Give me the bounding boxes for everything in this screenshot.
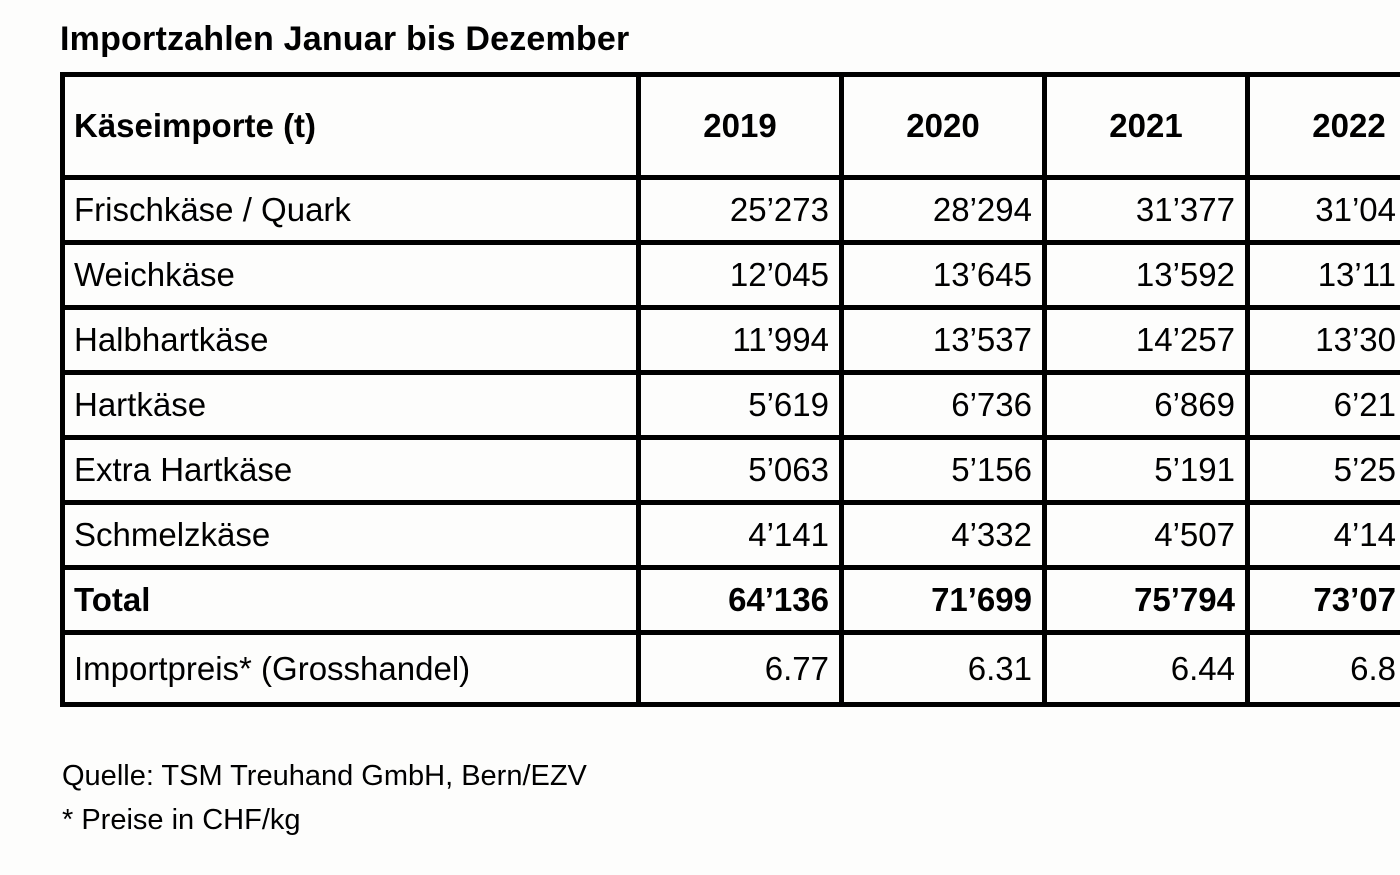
- cell-value: 4’141: [636, 500, 844, 570]
- table-header-row: Käseimporte (t) 2019 2020 2021 2022: [60, 72, 1400, 180]
- cell-value: 6’736: [839, 370, 1047, 440]
- column-header-2022: 2022: [1245, 72, 1400, 180]
- row-label: Extra Hartkäse: [60, 435, 641, 505]
- page-title: Importzahlen Januar bis Dezember: [60, 20, 630, 58]
- table-row-frischkaese: Frischkäse / Quark 25’273 28’294 31’377 …: [60, 175, 1400, 245]
- cell-value-total: 75’794: [1042, 565, 1250, 635]
- table-row-hartkaese: Hartkäse 5’619 6’736 6’869 6’21: [60, 370, 1400, 440]
- cell-value-clipped: 6.8: [1245, 630, 1400, 707]
- column-header-2019: 2019: [636, 72, 844, 180]
- cell-value-total: 64’136: [636, 565, 844, 635]
- cell-value: 25’273: [636, 175, 844, 245]
- table-row-total: Total 64’136 71’699 75’794 73’07: [60, 565, 1400, 635]
- cell-value-total-clipped: 73’07: [1245, 565, 1400, 635]
- cell-value: 31’377: [1042, 175, 1250, 245]
- source-note: Quelle: TSM Treuhand GmbH, Bern/EZV: [62, 760, 587, 792]
- cell-value: 4’507: [1042, 500, 1250, 570]
- cell-value: 6.77: [636, 630, 844, 707]
- cell-value: 6.31: [839, 630, 1047, 707]
- cell-value-clipped: 31’04: [1245, 175, 1400, 245]
- row-label: Halbhartkäse: [60, 305, 641, 375]
- price-unit-note: * Preise in CHF/kg: [62, 804, 301, 836]
- cell-value: 13’592: [1042, 240, 1250, 310]
- row-label-total: Total: [60, 565, 641, 635]
- row-label: Importpreis* (Grosshandel): [60, 630, 641, 707]
- cheese-import-table: Käseimporte (t) 2019 2020 2021 2022 Fris…: [60, 72, 1400, 707]
- row-label: Hartkäse: [60, 370, 641, 440]
- table-row-extra-hartkaese: Extra Hartkäse 5’063 5’156 5’191 5’25: [60, 435, 1400, 505]
- cell-value: 6’869: [1042, 370, 1250, 440]
- cell-value-clipped: 6’21: [1245, 370, 1400, 440]
- cell-value: 5’063: [636, 435, 844, 505]
- cell-value-clipped: 13’30: [1245, 305, 1400, 375]
- cell-value: 12’045: [636, 240, 844, 310]
- table-row-schmelzkaese: Schmelzkäse 4’141 4’332 4’507 4’14: [60, 500, 1400, 570]
- row-label: Weichkäse: [60, 240, 641, 310]
- cell-value: 5’191: [1042, 435, 1250, 505]
- table-row-halbhartkaese: Halbhartkäse 11’994 13’537 14’257 13’30: [60, 305, 1400, 375]
- row-label: Frischkäse / Quark: [60, 175, 641, 245]
- cell-value-clipped: 5’25: [1245, 435, 1400, 505]
- cell-value: 28’294: [839, 175, 1047, 245]
- column-header-category: Käseimporte (t): [60, 72, 641, 180]
- cell-value: 11’994: [636, 305, 844, 375]
- cell-value: 13’645: [839, 240, 1047, 310]
- column-header-2021: 2021: [1042, 72, 1250, 180]
- cell-value: 6.44: [1042, 630, 1250, 707]
- cell-value: 5’619: [636, 370, 844, 440]
- cell-value-clipped: 13’11: [1245, 240, 1400, 310]
- column-header-2020: 2020: [839, 72, 1047, 180]
- cell-value: 5’156: [839, 435, 1047, 505]
- row-label: Schmelzkäse: [60, 500, 641, 570]
- cell-value: 4’332: [839, 500, 1047, 570]
- table-row-importpreis: Importpreis* (Grosshandel) 6.77 6.31 6.4…: [60, 630, 1400, 707]
- cell-value-total: 71’699: [839, 565, 1047, 635]
- cell-value: 13’537: [839, 305, 1047, 375]
- cell-value-clipped: 4’14: [1245, 500, 1400, 570]
- cell-value: 14’257: [1042, 305, 1250, 375]
- table-row-weichkaese: Weichkäse 12’045 13’645 13’592 13’11: [60, 240, 1400, 310]
